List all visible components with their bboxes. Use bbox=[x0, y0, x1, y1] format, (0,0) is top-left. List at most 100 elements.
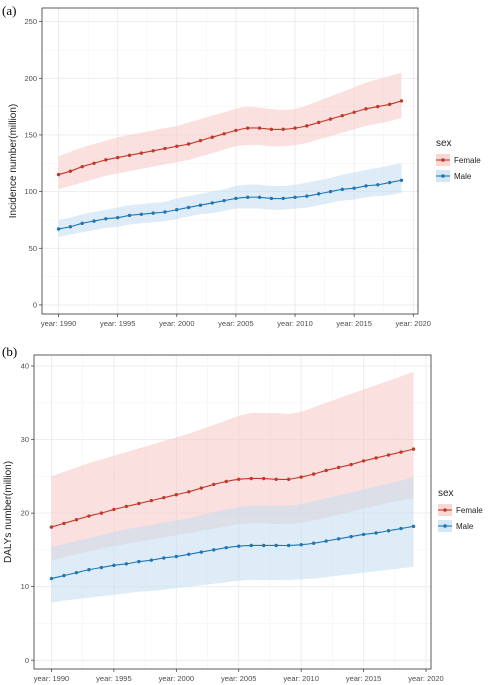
data-point-female bbox=[127, 153, 132, 158]
legend-label-male: Male bbox=[456, 522, 474, 531]
data-point-female bbox=[246, 126, 250, 130]
panel-b: (b) 0 10 20 30 40 year: 1990 year: 1995 year: 20… bbox=[2, 344, 483, 683]
data-point-female bbox=[56, 172, 61, 177]
data-point-male bbox=[104, 217, 108, 221]
data-point-male bbox=[246, 195, 250, 199]
x-tick-label: year: 2015 bbox=[346, 674, 381, 683]
x-tick-label: year: 2010 bbox=[277, 319, 312, 328]
data-point-female bbox=[349, 462, 353, 467]
data-point-male bbox=[198, 203, 203, 207]
data-point-female bbox=[68, 169, 73, 173]
data-point-male bbox=[56, 227, 61, 231]
data-point-male bbox=[149, 558, 154, 562]
x-tick-label: year: 2015 bbox=[336, 319, 371, 328]
data-point-female bbox=[199, 486, 203, 490]
panel-label: (b) bbox=[2, 344, 17, 359]
data-point-male bbox=[222, 198, 226, 203]
data-point-male bbox=[352, 186, 356, 190]
data-point-female bbox=[328, 117, 333, 121]
data-point-male bbox=[87, 568, 91, 572]
legend-label-female: Female bbox=[456, 506, 483, 515]
data-point-male bbox=[249, 543, 253, 548]
data-point-male bbox=[293, 195, 297, 199]
data-point-female bbox=[74, 518, 79, 522]
data-point-female bbox=[162, 495, 166, 500]
data-point-female bbox=[249, 476, 253, 481]
data-point-male bbox=[80, 221, 84, 226]
data-point-female bbox=[198, 138, 203, 143]
data-point-male bbox=[237, 544, 241, 548]
data-point-male bbox=[112, 563, 116, 568]
x-tick-label: year: 2005 bbox=[218, 319, 253, 328]
data-point-male bbox=[269, 196, 274, 201]
data-point-male bbox=[316, 192, 321, 196]
data-point-male bbox=[286, 543, 291, 548]
y-tick-label: 100 bbox=[24, 187, 37, 196]
data-point-female bbox=[92, 161, 96, 165]
legend-title: sex bbox=[436, 138, 452, 149]
data-point-female bbox=[186, 142, 191, 146]
y-tick-label: 20 bbox=[21, 509, 29, 518]
legend-label-female: Female bbox=[454, 156, 481, 165]
data-point-male bbox=[92, 219, 96, 223]
data-point-female bbox=[210, 135, 214, 139]
data-point-female bbox=[386, 453, 391, 457]
plot-frame bbox=[41, 7, 419, 315]
data-point-female bbox=[149, 498, 154, 503]
y-tick-label: 200 bbox=[24, 74, 37, 83]
data-point-male bbox=[328, 189, 333, 194]
data-point-male bbox=[99, 565, 104, 570]
data-point-male bbox=[376, 183, 380, 187]
data-point-female bbox=[340, 113, 345, 118]
data-point-male bbox=[162, 556, 166, 560]
data-point-female bbox=[262, 476, 266, 481]
data-point-male bbox=[127, 213, 132, 218]
data-point-female bbox=[374, 456, 378, 460]
legend-point-male bbox=[443, 524, 447, 528]
data-point-female bbox=[305, 124, 309, 128]
data-point-male bbox=[124, 562, 129, 566]
data-point-male bbox=[281, 196, 285, 201]
data-point-female bbox=[293, 126, 297, 130]
data-point-male bbox=[257, 195, 262, 199]
data-point-female bbox=[387, 102, 392, 107]
data-point-male bbox=[299, 543, 303, 547]
data-point-female bbox=[87, 514, 91, 518]
data-point-female bbox=[187, 490, 191, 494]
y-tick-label: 150 bbox=[24, 131, 37, 140]
x-tick-label: year: 2020 bbox=[396, 319, 431, 328]
data-point-male bbox=[163, 210, 167, 214]
data-point-male bbox=[74, 570, 79, 575]
data-point-female bbox=[336, 465, 341, 470]
data-point-female bbox=[112, 507, 116, 512]
data-point-female bbox=[361, 459, 366, 463]
data-point-male bbox=[399, 178, 404, 182]
y-axis-label: DALYs number(million) bbox=[3, 461, 14, 563]
data-point-female bbox=[411, 447, 416, 451]
panel-a: (a) 0 50 100 150 200 250 year: 1990 year: 1995 ye… bbox=[2, 3, 481, 328]
legend-point-male bbox=[441, 174, 445, 178]
x-tick-label: year: 2010 bbox=[283, 674, 318, 683]
data-point-female bbox=[376, 104, 380, 109]
ribbon-male bbox=[58, 163, 402, 237]
x-tick-label: year: 1990 bbox=[34, 674, 69, 683]
x-tick-label: year: 2000 bbox=[159, 319, 194, 328]
y-axis-label: Incidence number(million) bbox=[8, 104, 19, 219]
x-tick-label: year: 1990 bbox=[41, 319, 76, 328]
data-point-female bbox=[62, 521, 66, 526]
data-point-male bbox=[349, 534, 353, 539]
data-point-male bbox=[374, 531, 378, 535]
data-point-male bbox=[199, 550, 203, 554]
data-point-male bbox=[361, 532, 366, 537]
plot-frame bbox=[33, 354, 432, 670]
data-point-male bbox=[210, 201, 214, 205]
data-point-female bbox=[281, 127, 285, 131]
x-tick-label: year: 2000 bbox=[159, 674, 194, 683]
data-point-male bbox=[187, 552, 191, 556]
ribbon-male bbox=[51, 477, 414, 603]
x-tick-label: year: 2020 bbox=[408, 674, 443, 683]
legend-label-male: Male bbox=[454, 172, 472, 181]
